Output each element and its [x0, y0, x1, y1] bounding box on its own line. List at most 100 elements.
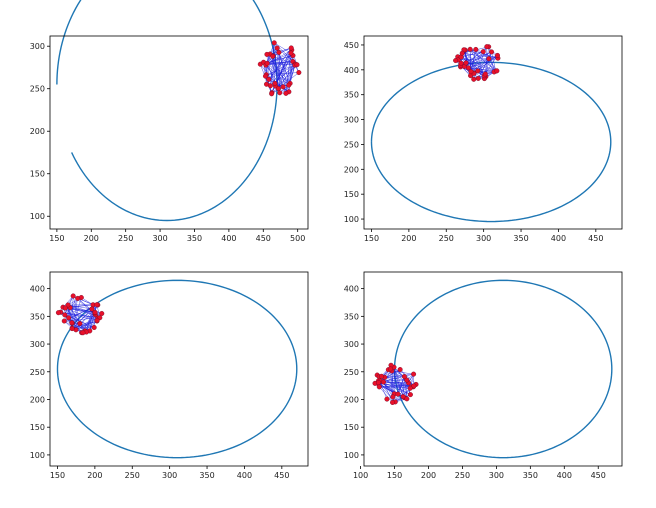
cluster-node — [387, 366, 393, 372]
cluster-node — [270, 53, 276, 59]
cluster-node — [459, 50, 465, 56]
cluster-node — [397, 367, 403, 373]
cluster-node — [80, 330, 86, 336]
cluster-node — [296, 70, 302, 76]
cluster-node — [61, 318, 67, 324]
x-tick-label: 450 — [591, 471, 606, 480]
x-tick-label: 250 — [439, 234, 454, 243]
x-tick-label: 250 — [455, 471, 470, 480]
cluster-edge — [65, 307, 87, 333]
cluster-edge — [468, 57, 498, 69]
x-tick-label: 200 — [87, 471, 102, 480]
cluster-edge — [86, 304, 98, 333]
cluster-edge — [265, 49, 292, 66]
cluster-node — [277, 90, 283, 96]
y-tick-label: 350 — [30, 312, 45, 321]
cluster-edge — [465, 62, 497, 72]
cluster-node — [475, 75, 481, 81]
cluster-edge — [65, 307, 90, 332]
cluster-node — [269, 91, 275, 97]
x-tick-label: 200 — [421, 471, 436, 480]
cluster-edge — [460, 56, 487, 77]
cluster-node — [480, 49, 486, 55]
cluster-edge — [483, 51, 495, 73]
axes-frame — [49, 35, 309, 230]
cluster-node — [463, 60, 469, 66]
cluster-node — [91, 324, 97, 330]
y-tick-label: 250 — [344, 140, 359, 149]
cluster-node — [407, 392, 413, 398]
cluster-edge — [464, 51, 492, 67]
cluster-node — [395, 391, 401, 397]
axes-frame — [363, 35, 623, 230]
cluster-edge — [267, 63, 298, 65]
y-tick-label: 200 — [30, 395, 45, 404]
cluster-node — [494, 52, 500, 58]
y-tick-label: 250 — [30, 368, 45, 377]
cluster-node — [484, 44, 490, 50]
x-tick-label: 150 — [387, 471, 402, 480]
cluster-node — [266, 76, 272, 82]
cluster-edge — [393, 367, 404, 397]
subplot-bottom-right: 100 150 200 250 300 350 400 450 100 150 200 250 300 3… — [344, 271, 623, 480]
trajectory-line — [393, 279, 613, 459]
y-tick-label: 400 — [344, 285, 359, 294]
cluster-edge — [402, 376, 405, 397]
cluster-edge — [71, 295, 74, 323]
cluster-node — [62, 305, 68, 311]
y-tick-label: 200 — [30, 127, 45, 136]
cluster-node — [274, 45, 280, 51]
cluster-node — [376, 384, 382, 390]
cluster-node — [69, 326, 75, 332]
cluster-edge — [60, 311, 100, 318]
x-tick-label: 300 — [476, 234, 491, 243]
cluster-node — [401, 374, 407, 380]
cluster-edge — [268, 64, 296, 80]
cluster-node — [489, 49, 495, 55]
x-tick-label: 350 — [513, 234, 528, 243]
x-tick-label: 150 — [50, 471, 65, 480]
cluster-edge — [271, 64, 298, 94]
cluster-edge — [266, 72, 299, 75]
cluster-node — [384, 396, 390, 402]
cluster-node — [482, 71, 488, 77]
cluster-node — [89, 306, 95, 312]
x-tick-label: 300 — [489, 471, 504, 480]
cluster-node — [294, 62, 300, 68]
cluster-node — [286, 82, 292, 88]
y-tick-label: 250 — [30, 85, 45, 94]
x-tick-label: 400 — [237, 471, 252, 480]
x-tick-label: 300 — [152, 234, 167, 243]
cluster-node — [264, 60, 270, 66]
cluster-node — [458, 60, 464, 66]
y-tick-label: 300 — [344, 116, 359, 125]
y-tick-label: 300 — [30, 340, 45, 349]
cluster-node — [473, 46, 479, 52]
x-tick-label: 400 — [551, 234, 566, 243]
cluster-edge — [397, 376, 405, 395]
cluster-node — [92, 309, 98, 315]
y-tick-label: 200 — [344, 395, 359, 404]
x-tick-label: 150 — [49, 234, 64, 243]
cluster-node — [288, 45, 294, 51]
cluster-node — [471, 76, 477, 82]
y-tick-label: 100 — [344, 215, 359, 224]
cluster-node — [288, 50, 294, 56]
y-tick-label: 400 — [30, 285, 45, 294]
subplot-top-left: 150 200 250 300 350 400 450 500 100 150 200 250 300 — [30, 0, 309, 243]
cluster-edge — [268, 47, 292, 80]
cluster-edge — [469, 49, 498, 72]
cluster-node — [272, 80, 278, 86]
y-tick-label: 400 — [344, 66, 359, 75]
y-tick-label: 300 — [344, 340, 359, 349]
cluster-node — [276, 49, 282, 55]
cluster-edge — [266, 54, 291, 84]
cluster-edge — [379, 386, 411, 389]
x-tick-label: 250 — [125, 471, 140, 480]
x-tick-label: 450 — [274, 471, 289, 480]
cluster-edge — [383, 381, 394, 398]
y-tick-label: 250 — [344, 368, 359, 377]
axes-frame — [363, 271, 623, 467]
y-tick-label: 150 — [30, 423, 45, 432]
